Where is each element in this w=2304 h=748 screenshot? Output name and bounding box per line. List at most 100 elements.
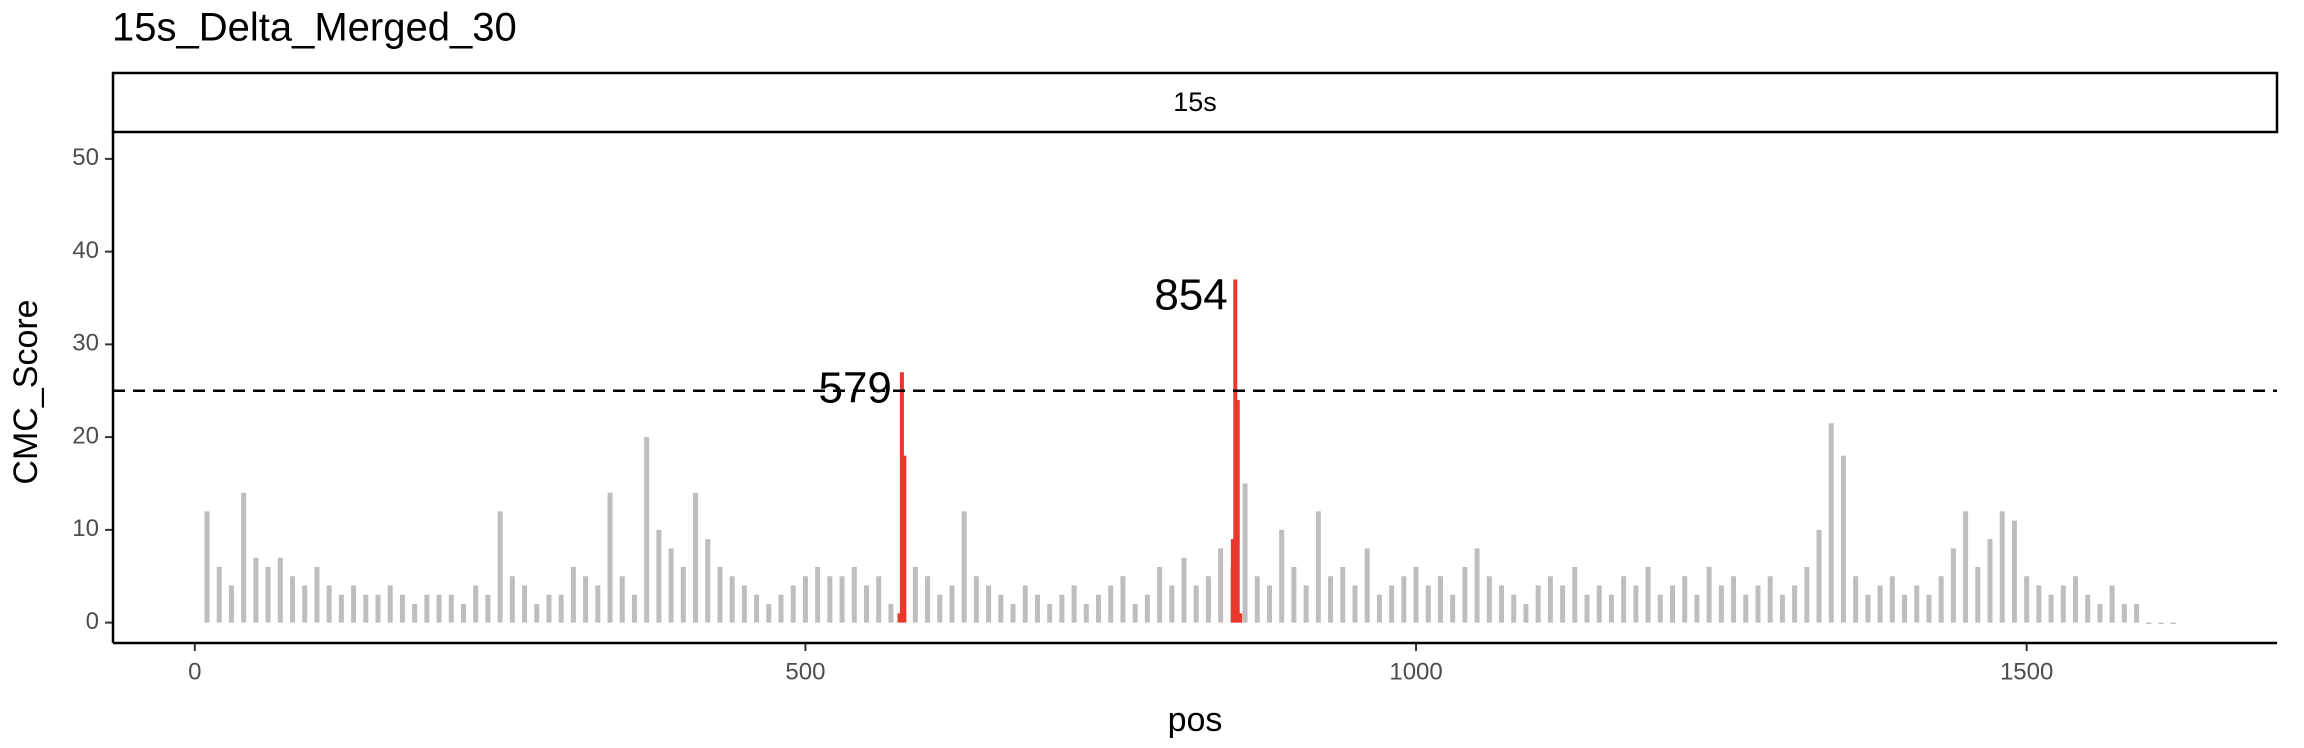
bar bbox=[1376, 594, 1382, 623]
y-tick-label: 40 bbox=[72, 237, 99, 264]
bar bbox=[973, 576, 979, 623]
bar bbox=[827, 576, 833, 623]
bar bbox=[399, 594, 405, 623]
bar bbox=[1233, 279, 1238, 623]
x-tick-label: 1500 bbox=[2000, 658, 2053, 685]
bar bbox=[1975, 566, 1981, 623]
bar bbox=[1205, 576, 1211, 623]
bar bbox=[375, 594, 381, 623]
bar bbox=[876, 576, 882, 623]
bar bbox=[1486, 576, 1492, 623]
peak-label: 854 bbox=[1154, 271, 1227, 320]
bar bbox=[717, 566, 723, 623]
bar bbox=[595, 585, 601, 623]
bar bbox=[1279, 529, 1285, 623]
bar bbox=[656, 529, 662, 623]
bar bbox=[1144, 594, 1150, 623]
bar bbox=[2060, 585, 2066, 623]
bar bbox=[2024, 576, 2030, 623]
bar bbox=[1340, 566, 1346, 623]
bar bbox=[2146, 622, 2152, 625]
bar bbox=[1731, 576, 1737, 623]
bar bbox=[1902, 594, 1908, 623]
bar bbox=[1022, 585, 1028, 623]
bar bbox=[839, 576, 845, 623]
bar bbox=[1804, 566, 1810, 623]
bar bbox=[558, 594, 564, 623]
bar bbox=[1328, 576, 1334, 623]
bar bbox=[1657, 594, 1663, 623]
bar bbox=[897, 613, 902, 623]
bar bbox=[1535, 585, 1541, 623]
bar bbox=[1425, 585, 1431, 623]
x-tick-label: 0 bbox=[188, 658, 201, 685]
x-tick-label: 500 bbox=[785, 658, 825, 685]
bar bbox=[1938, 576, 1944, 623]
bar bbox=[497, 511, 503, 623]
bar bbox=[424, 594, 430, 623]
bar bbox=[1755, 585, 1761, 623]
bar bbox=[1877, 585, 1883, 623]
bar bbox=[485, 594, 491, 623]
y-tick-label: 0 bbox=[86, 608, 99, 635]
bar bbox=[888, 604, 894, 623]
y-tick-label: 10 bbox=[72, 515, 99, 542]
x-axis-label: pos bbox=[1168, 701, 1223, 739]
bar bbox=[326, 585, 332, 623]
bar bbox=[412, 604, 418, 623]
bar bbox=[473, 585, 479, 623]
bar bbox=[1584, 594, 1590, 623]
bar bbox=[1238, 613, 1243, 623]
bar bbox=[680, 566, 686, 623]
bar bbox=[1560, 585, 1566, 623]
bar bbox=[607, 492, 613, 623]
bar bbox=[986, 585, 992, 623]
bar bbox=[1853, 576, 1859, 623]
bar bbox=[1706, 566, 1712, 623]
bar bbox=[1950, 548, 1956, 623]
bar bbox=[949, 585, 955, 623]
bar bbox=[1792, 585, 1798, 623]
chart-title: 15s_Delta_Merged_30 bbox=[112, 6, 517, 50]
bar bbox=[1181, 557, 1187, 623]
bar bbox=[863, 585, 869, 623]
bar bbox=[1511, 594, 1517, 623]
bar bbox=[1645, 566, 1651, 623]
bar bbox=[1462, 566, 1468, 623]
bar bbox=[1047, 604, 1053, 623]
bar bbox=[509, 576, 515, 623]
bar bbox=[546, 594, 552, 623]
bar bbox=[741, 585, 747, 623]
bar bbox=[1474, 548, 1480, 623]
bar bbox=[1828, 423, 1834, 623]
bar bbox=[1108, 585, 1114, 623]
bar bbox=[302, 585, 308, 623]
bar bbox=[1682, 576, 1688, 623]
y-tick-label: 20 bbox=[72, 422, 99, 449]
bar bbox=[961, 511, 967, 623]
bar bbox=[1401, 576, 1407, 623]
bar bbox=[583, 576, 589, 623]
bar bbox=[1242, 483, 1248, 623]
bar bbox=[241, 492, 247, 623]
bar bbox=[1669, 585, 1675, 623]
y-tick-label: 30 bbox=[72, 330, 99, 357]
bar bbox=[387, 585, 393, 623]
bar bbox=[1169, 585, 1175, 623]
bar bbox=[1572, 566, 1578, 623]
bar bbox=[228, 585, 234, 623]
bar bbox=[2158, 622, 2164, 625]
bar bbox=[668, 548, 674, 623]
bar bbox=[815, 566, 821, 623]
bar bbox=[1157, 566, 1163, 623]
bar bbox=[729, 576, 735, 623]
bar bbox=[2121, 604, 2127, 623]
bar bbox=[1499, 585, 1505, 623]
facet-strip bbox=[111, 71, 2279, 134]
bar bbox=[253, 557, 259, 623]
bar bbox=[1999, 511, 2005, 623]
bar bbox=[1389, 585, 1395, 623]
bar bbox=[1413, 566, 1419, 623]
bar bbox=[1718, 585, 1724, 623]
bar bbox=[1914, 585, 1920, 623]
